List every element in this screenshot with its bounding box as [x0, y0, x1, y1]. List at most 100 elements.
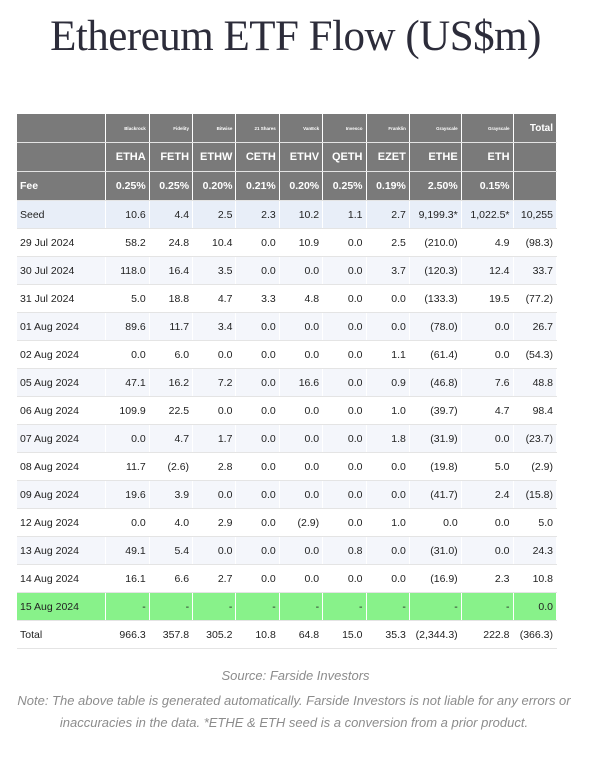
row-label: 09 Aug 2024 — [17, 480, 107, 509]
flow-cell: 0.0 — [322, 508, 367, 537]
flow-cell: 4.0 — [149, 508, 194, 537]
table-row: 29 Jul 2024 58.2 24.8 10.4 0.0 10.9 0.0 2.5 (210… — [17, 228, 558, 257]
flow-cell: - — [235, 592, 280, 621]
ticker-corner — [17, 142, 107, 172]
flow-cell: 3.5 — [192, 256, 237, 285]
flow-cell: 7.2 — [192, 368, 237, 397]
fee-value: 2.50% — [409, 171, 462, 201]
flow-cell: 4.7 — [149, 424, 194, 453]
flow-cell: 0.0 — [279, 340, 324, 369]
flow-cell: 6.0 — [149, 340, 194, 369]
flow-cell: 0.0 — [105, 508, 150, 537]
issuer-label: Invesco — [322, 114, 367, 143]
issuer-label: Fidelity — [149, 114, 194, 143]
page-title: Ethereum ETF Flow (US$m) — [50, 13, 541, 60]
ticker-header-row: ETHA FETH ETHW CETH ETHV QETH EZET ETHE … — [17, 142, 558, 172]
table-row: 08 Aug 2024 11.7 (2.6) 2.8 0.0 0.0 0.0 0.0 (19.8… — [17, 452, 558, 481]
table-row: 05 Aug 2024 47.1 16.2 7.2 0.0 16.6 0.0 0.9 (46.8… — [17, 368, 558, 397]
flow-cell: 4.4 — [149, 200, 194, 229]
table-row: 09 Aug 2024 19.6 3.9 0.0 0.0 0.0 0.0 0.0 (41.7) 2… — [17, 480, 558, 509]
flow-cell: 18.8 — [149, 284, 194, 313]
table-row: 13 Aug 2024 49.1 5.4 0.0 0.0 0.0 0.8 0.0 (31.0) 0… — [17, 536, 558, 565]
flow-cell: 16.4 — [149, 256, 194, 285]
flow-cell: 0.0 — [279, 564, 324, 593]
flow-cell: 118.0 — [105, 256, 150, 285]
ticker-label: ETHV — [279, 142, 324, 172]
flow-cell: 0.0 — [366, 480, 410, 509]
source-caption: Source: Farside Investors — [221, 668, 370, 683]
flow-cell: (120.3) — [409, 256, 462, 285]
total-header: Total — [513, 114, 558, 143]
flow-cell: 47.1 — [105, 368, 150, 397]
table-row: Seed 10.6 4.4 2.5 2.3 10.2 1.1 2.7 9,199.3* 1,022… — [17, 200, 558, 229]
fee-blank — [513, 171, 558, 201]
flow-cell: - — [322, 592, 367, 621]
fee-value: 0.15% — [461, 171, 514, 201]
flow-cell: - — [105, 592, 150, 621]
table-row: 14 Aug 2024 16.1 6.6 2.7 0.0 0.0 0.0 0.0 (16.9) 2… — [17, 564, 558, 593]
ticker-label: CETH — [235, 142, 280, 172]
flow-cell: 2.4 — [461, 480, 514, 509]
flow-cell: (2,344.3) — [409, 620, 462, 649]
total-cell: (54.3) — [513, 340, 558, 369]
flow-cell: 9,199.3* — [409, 200, 462, 229]
flow-cell: 0.0 — [366, 536, 410, 565]
fee-value: 0.20% — [192, 171, 237, 201]
flow-cell: 0.0 — [322, 480, 367, 509]
flow-cell: 3.4 — [192, 312, 237, 341]
table-row: 30 Jul 2024 118.0 16.4 3.5 0.0 0.0 0.0 3.7 (120.… — [17, 256, 558, 285]
flow-cell: 5.0 — [461, 452, 514, 481]
flow-cell: 222.8 — [461, 620, 514, 649]
table-row: 06 Aug 2024 109.9 22.5 0.0 0.0 0.0 0.0 1.0 (39.7… — [17, 396, 558, 425]
flow-cell: 0.0 — [235, 256, 280, 285]
flow-cell: - — [279, 592, 324, 621]
flow-cell: 0.0 — [235, 228, 280, 257]
issuer-label: Grayscale — [461, 114, 514, 143]
total-cell: (77.2) — [513, 284, 558, 313]
flow-cell: 0.0 — [461, 536, 514, 565]
row-label: 06 Aug 2024 — [17, 396, 107, 425]
flow-cell: 58.2 — [105, 228, 150, 257]
flow-cell: (31.9) — [409, 424, 462, 453]
header-corner — [17, 114, 107, 143]
flow-cell: (133.3) — [409, 284, 462, 313]
total-cell: 10,255 — [513, 200, 558, 229]
flow-cell: 0.0 — [322, 424, 367, 453]
flow-cell: 16.2 — [149, 368, 194, 397]
flow-cell: 35.3 — [366, 620, 410, 649]
flow-cell: 2.7 — [366, 200, 410, 229]
flow-cell: (2.9) — [279, 508, 324, 537]
row-label: 08 Aug 2024 — [17, 452, 107, 481]
flow-cell: 0.0 — [366, 312, 410, 341]
flow-cell: 1.1 — [366, 340, 410, 369]
flow-cell: 22.5 — [149, 396, 194, 425]
flow-cell: 0.0 — [322, 564, 367, 593]
flow-cell: 0.0 — [279, 480, 324, 509]
flow-cell: (31.0) — [409, 536, 462, 565]
flow-cell: 0.9 — [366, 368, 410, 397]
flow-cell: 0.0 — [461, 424, 514, 453]
total-cell: (15.8) — [513, 480, 558, 509]
flow-cell: 5.0 — [105, 284, 150, 313]
table-row: 31 Jul 2024 5.0 18.8 4.7 3.3 4.8 0.0 0.0 (133.3)… — [17, 284, 558, 313]
flow-cell: - — [192, 592, 237, 621]
flow-cell: 0.0 — [235, 368, 280, 397]
row-label: 05 Aug 2024 — [17, 368, 107, 397]
flow-cell: 0.0 — [235, 424, 280, 453]
flow-cell: 24.8 — [149, 228, 194, 257]
flow-cell: 0.0 — [235, 480, 280, 509]
flow-cell: 0.0 — [322, 256, 367, 285]
flow-cell: 2.7 — [192, 564, 237, 593]
flow-cell: 19.5 — [461, 284, 514, 313]
flow-cell: 0.0 — [235, 452, 280, 481]
table-row: 15 Aug 2024- - - - - - - - -0.0 — [17, 592, 558, 621]
ticker-label: ETH — [461, 142, 514, 172]
row-label: Seed — [17, 200, 107, 229]
flow-cell: 0.0 — [322, 452, 367, 481]
fee-value: 0.25% — [322, 171, 367, 201]
total-cell: 5.0 — [513, 508, 558, 537]
flow-cell: 0.0 — [366, 284, 410, 313]
total-cell: 0.0 — [513, 592, 558, 621]
flow-cell: 2.3 — [461, 564, 514, 593]
flow-cell: (41.7) — [409, 480, 462, 509]
